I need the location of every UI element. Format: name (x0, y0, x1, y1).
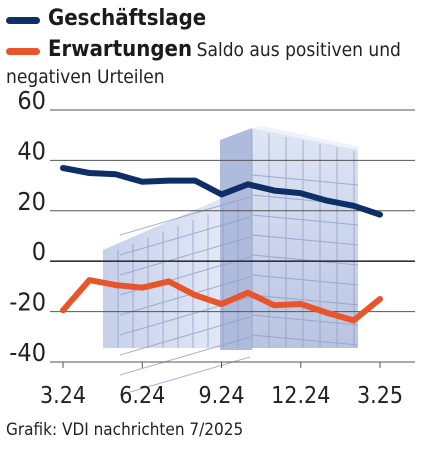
data-point (324, 198, 330, 204)
y-tick-label: 60 (17, 86, 46, 115)
x-tick-label: 9.24 (198, 383, 244, 409)
legend-swatch-orange (6, 48, 40, 55)
building-floor-line (119, 356, 251, 396)
y-tick-label: 0 (32, 237, 46, 266)
building-floor-line (119, 196, 251, 236)
data-point (377, 211, 383, 218)
data-point (377, 296, 383, 302)
x-tick-label: 3.25 (357, 383, 403, 409)
data-point (245, 181, 251, 187)
y-tick-label: -20 (9, 288, 46, 317)
data-point (60, 165, 66, 171)
x-tick-label: 6.24 (119, 383, 165, 409)
legend-label-geschaeftslage: Geschäftslage (48, 6, 207, 31)
legend-swatch-navy (6, 17, 40, 24)
data-point (60, 307, 66, 313)
building-floor-line (119, 216, 251, 256)
building-floor-line (119, 316, 251, 356)
building-floor-line (251, 234, 359, 246)
y-tick-label: 40 (17, 136, 46, 165)
gridlines (50, 109, 415, 363)
data-point (139, 179, 145, 185)
data-point (350, 317, 357, 324)
data-point (86, 170, 93, 176)
x-tick-label: 3.24 (40, 383, 86, 409)
data-point (218, 301, 225, 307)
building-floor-line (119, 236, 251, 276)
data-point (192, 292, 198, 298)
data-point (86, 277, 93, 283)
building-floor-line (251, 174, 359, 186)
data-point (113, 171, 119, 177)
series-lines (60, 165, 383, 324)
data-point (166, 177, 172, 184)
legend-label-erwartungen: Erwartungen (48, 37, 193, 62)
x-tick-label: 12.24 (271, 383, 330, 409)
legend: Geschäftslage Erwartungen Saldo aus posi… (6, 4, 421, 88)
y-tick-label: 20 (17, 187, 46, 216)
data-point (218, 191, 225, 198)
building-floor-line (251, 214, 359, 226)
y-tick-label: -40 (9, 338, 46, 367)
data-point (271, 188, 277, 194)
building-floor-line (251, 254, 359, 266)
data-point (139, 285, 145, 291)
data-point (298, 190, 304, 196)
building-floor-line (251, 334, 359, 346)
data-point (245, 290, 251, 296)
data-point (113, 282, 119, 288)
building-floor-line (119, 276, 251, 316)
data-point (350, 203, 357, 209)
source-credit: Grafik: VDI nachrichten 7/2025 (6, 420, 244, 440)
data-point (166, 278, 172, 284)
data-point (192, 177, 198, 184)
data-point (271, 302, 277, 308)
legend-item-erwartungen: Erwartungen Saldo aus positiven und (6, 35, 421, 66)
y-axis: 60 40 20 0 -20 -40 (9, 86, 46, 367)
building-floor-line (251, 294, 359, 306)
data-point (298, 301, 304, 307)
x-axis: 3.24 6.24 9.24 12.24 3.25 (40, 362, 403, 409)
legend-note: Saldo aus positiven und (196, 39, 401, 61)
legend-note-line2: negativen Urteilen (6, 66, 165, 88)
data-point (324, 310, 330, 316)
building-floor-line (251, 314, 359, 326)
building-floor-line (119, 336, 251, 376)
building-floor-line (251, 274, 359, 286)
legend-item-geschaeftslage: Geschäftslage (6, 4, 421, 34)
